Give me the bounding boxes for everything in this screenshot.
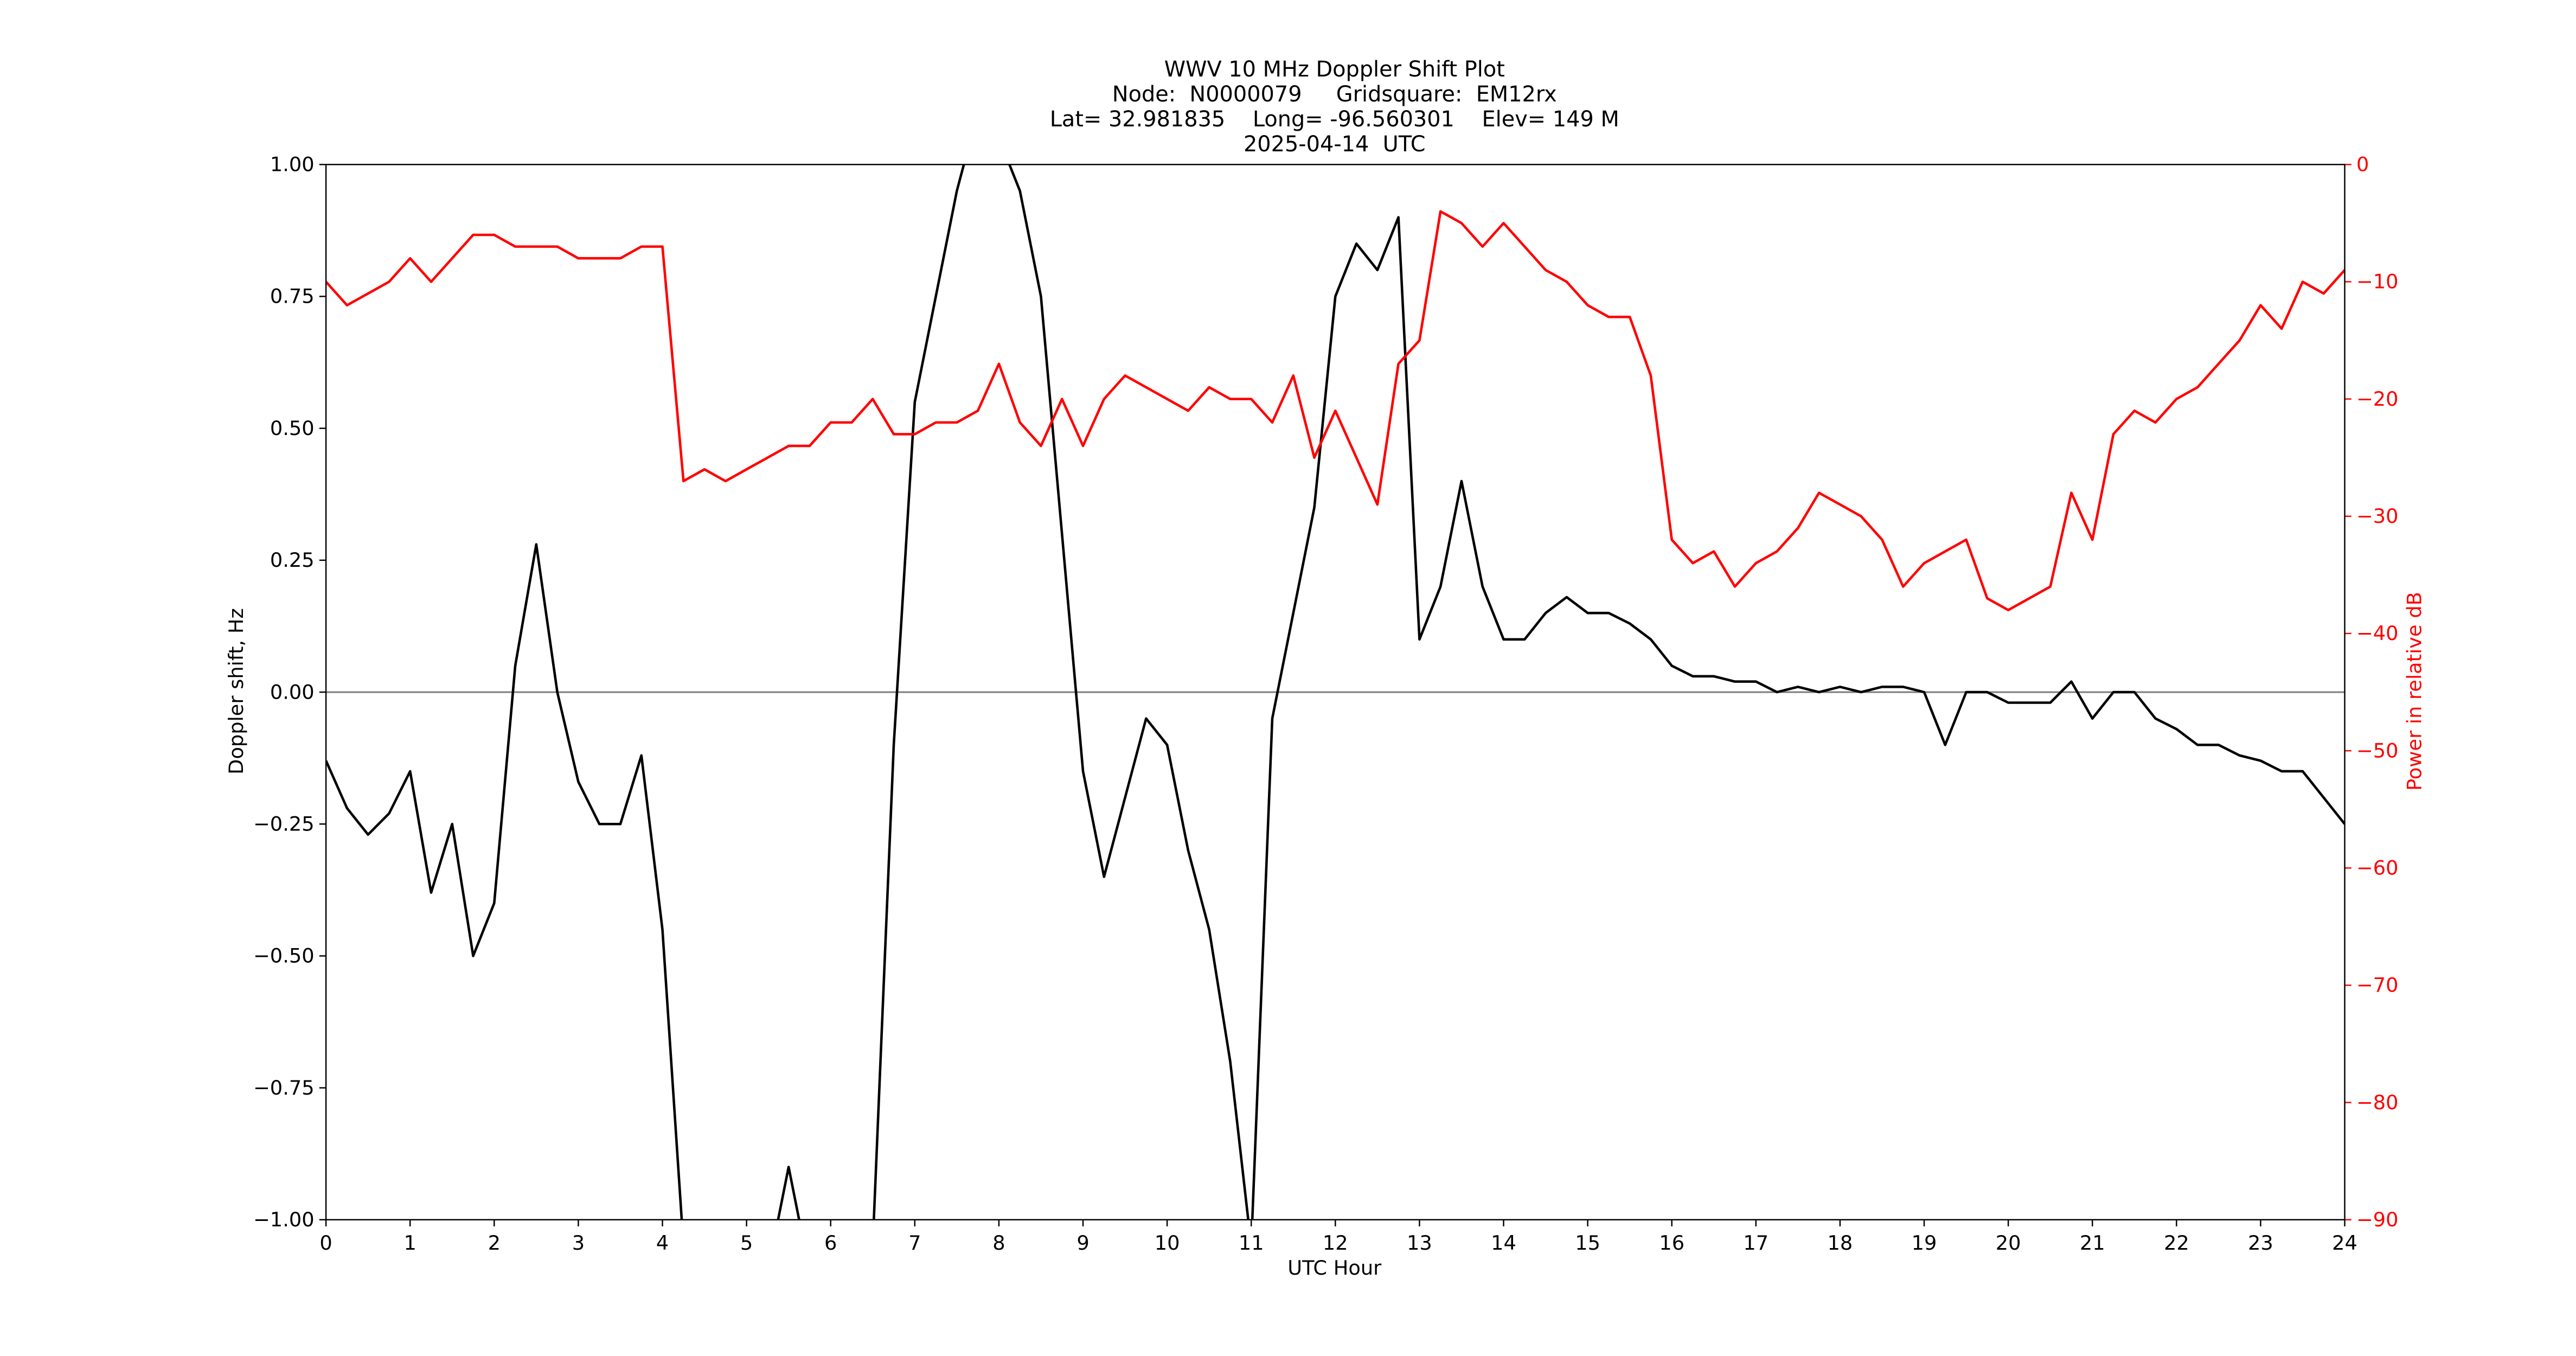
x-tick-label: 8 — [992, 1231, 1005, 1255]
title-line: Node: N0000079 Gridsquare: EM12rx — [1112, 82, 1557, 107]
x-tick-label: 7 — [908, 1231, 921, 1255]
title-line: 2025-04-14 UTC — [1244, 132, 1426, 157]
x-tick-label: 9 — [1076, 1231, 1089, 1255]
x-tick-label: 5 — [740, 1231, 753, 1255]
x-tick-label: 16 — [1659, 1231, 1684, 1255]
y2-tick-label: −10 — [2356, 270, 2399, 293]
y2-axis-label: Power in relative dB — [2402, 592, 2426, 791]
y-tick-label: 0.25 — [270, 548, 315, 572]
title-line: Lat= 32.981835 Long= -96.560301 Elev= 14… — [1050, 107, 1619, 132]
y2-tick-label: −30 — [2356, 504, 2399, 528]
y-tick-label: 0.50 — [270, 417, 315, 440]
x-tick-label: 0 — [319, 1231, 332, 1255]
x-tick-label: 19 — [1912, 1231, 1937, 1255]
x-tick-label: 1 — [404, 1231, 416, 1255]
y-tick-label: 1.00 — [270, 153, 315, 176]
x-tick-label: 23 — [2248, 1231, 2273, 1255]
x-tick-label: 17 — [1743, 1231, 1768, 1255]
y-tick-label: −0.75 — [253, 1076, 315, 1099]
y2-tick-label: −50 — [2356, 739, 2399, 762]
x-tick-label: 22 — [2164, 1231, 2189, 1255]
y-tick-label: −0.25 — [253, 812, 315, 835]
y2-tick-label: −80 — [2356, 1091, 2399, 1114]
y-tick-label: 0.00 — [270, 680, 315, 703]
y-axis-label: Doppler shift, Hz — [225, 608, 248, 775]
x-tick-label: 14 — [1491, 1231, 1516, 1255]
series-line — [326, 210, 2345, 612]
x-axis-label: UTC Hour — [1287, 1256, 1382, 1280]
x-tick-label: 6 — [824, 1231, 837, 1255]
y-tick-label: 0.75 — [270, 285, 315, 308]
x-tick-label: 18 — [1828, 1231, 1853, 1255]
x-tick-label: 21 — [2080, 1231, 2105, 1255]
x-tick-label: 20 — [1996, 1231, 2021, 1255]
x-tick-label: 4 — [656, 1231, 669, 1255]
y2-tick-label: −40 — [2356, 622, 2399, 645]
x-tick-label: 3 — [572, 1231, 585, 1255]
y2-tick-label: 0 — [2356, 153, 2369, 176]
x-tick-label: 15 — [1575, 1231, 1600, 1255]
x-tick-label: 2 — [488, 1231, 501, 1255]
y2-tick-label: −60 — [2356, 856, 2399, 880]
plot-area — [326, 164, 2345, 1220]
plot-frame — [325, 164, 2346, 1220]
y2-tick-label: −70 — [2356, 974, 2399, 997]
x-tick-label: 12 — [1323, 1231, 1348, 1255]
x-tick-label: 10 — [1155, 1231, 1180, 1255]
y-tick-label: −0.50 — [253, 944, 315, 968]
x-tick-label: 13 — [1407, 1231, 1432, 1255]
series-line — [326, 164, 2345, 1220]
y-tick-label: −1.00 — [253, 1208, 315, 1231]
title-line: WWV 10 MHz Doppler Shift Plot — [1164, 57, 1505, 82]
y2-tick-label: −20 — [2356, 387, 2399, 411]
y2-tick-label: −90 — [2356, 1208, 2399, 1231]
x-tick-label: 24 — [2332, 1231, 2357, 1255]
x-tick-label: 11 — [1239, 1231, 1264, 1255]
